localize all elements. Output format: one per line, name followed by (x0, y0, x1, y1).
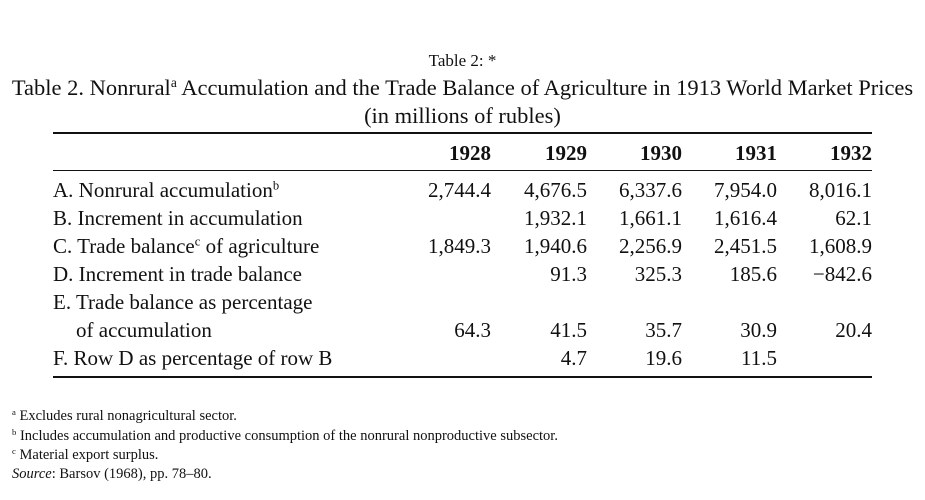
table-cell: 185.6 (729, 262, 777, 286)
footnote-mark: a (12, 406, 16, 417)
footnote-text: Includes accumulation and productive con… (19, 427, 558, 444)
table-cell: 8,016.1 (809, 178, 872, 202)
row-label-text: F. Row D as percentage of row B (53, 346, 333, 370)
table-cell: 1,661.1 (619, 206, 682, 230)
footnote-text: Material export surplus. (19, 447, 159, 463)
table-cell: 325.3 (634, 262, 682, 286)
table-cell: 2,744.4 (428, 178, 491, 202)
table-cell: 1,608.9 (809, 234, 872, 258)
table-cell: 6,337.6 (619, 178, 682, 202)
table-cell: 4.7 (560, 346, 587, 370)
row-label-text: A. Nonrural accumulation (53, 178, 273, 202)
table-cell: 64.3 (454, 318, 491, 342)
column-header: 1928 (449, 141, 491, 165)
row-label-text: of agriculture (205, 234, 320, 258)
table-cell: 62.1 (835, 206, 872, 230)
top-rule (53, 132, 872, 134)
column-header: 1931 (735, 141, 777, 165)
mid-rule (53, 170, 872, 171)
row-label-text: E. Trade balance as percentage (53, 290, 313, 314)
row-label: B. Increment in accumulation (53, 206, 303, 230)
footnote-mark: b (272, 178, 280, 193)
row-label-text: B. Increment in accumulation (53, 206, 303, 230)
table-cell: 19.6 (645, 346, 682, 370)
table-cell: 1,932.1 (524, 206, 587, 230)
table-cell: 20.4 (835, 318, 872, 342)
row-label: D. Increment in trade balance (53, 262, 302, 286)
table-cell: 4,676.5 (524, 178, 587, 202)
footnote-mark: c (194, 234, 201, 249)
table-cell: 7,954.0 (714, 178, 777, 202)
footnote-mark: c (12, 445, 16, 456)
table-cell: 2,256.9 (619, 234, 682, 258)
source-text: : Barsov (1968), pp. 78–80. (51, 466, 212, 482)
table-cell: −842.6 (812, 262, 872, 286)
footnote: b Includes accumulation and productive c… (12, 426, 558, 445)
source-note: Source: Barsov (1968), pp. 78–80. (12, 466, 212, 483)
row-label: of accumulation (76, 318, 212, 342)
table-cell: 30.9 (740, 318, 777, 342)
title-text: Table 2. Nonrural (11, 75, 171, 100)
row-label: C. Trade balancec of agriculture (53, 234, 319, 258)
table-cell: 1,616.4 (714, 206, 777, 230)
row-label-text: C. Trade balance (53, 234, 195, 258)
column-header: 1929 (545, 141, 587, 165)
table-cell: 11.5 (741, 346, 777, 370)
footnote: c Material export surplus. (12, 445, 159, 464)
footnote-text: Excludes rural nonagricultural sector. (19, 408, 237, 424)
table-cell: 2,451.5 (714, 234, 777, 258)
table-cell: 35.7 (645, 318, 682, 342)
column-header: 1930 (640, 141, 682, 165)
footnote-mark: b (12, 426, 17, 437)
table-cell: 41.5 (550, 318, 587, 342)
title: Table 2. Nonrurala Accumulation and the … (10, 74, 915, 130)
column-header: 1932 (830, 141, 872, 165)
row-label: E. Trade balance as percentage (53, 290, 312, 314)
title-text: Accumulation and the Trade Balance of Ag… (181, 75, 914, 128)
caption: Table 2: * (428, 51, 497, 70)
row-label-text: D. Increment in trade balance (53, 262, 302, 286)
table-cell: 1,940.6 (524, 234, 587, 258)
row-label: F. Row D as percentage of row B (53, 346, 332, 370)
footnote: a Excludes rural nonagricultural sector. (12, 406, 237, 425)
bottom-rule (53, 376, 872, 378)
table-cell: 91.3 (550, 262, 587, 286)
source-label: Source (12, 466, 52, 482)
footnote-mark: a (170, 74, 177, 90)
table-cell: 1,849.3 (428, 234, 491, 258)
row-label-text: of accumulation (76, 318, 212, 342)
row-label: A. Nonrural accumulationb (53, 178, 279, 202)
